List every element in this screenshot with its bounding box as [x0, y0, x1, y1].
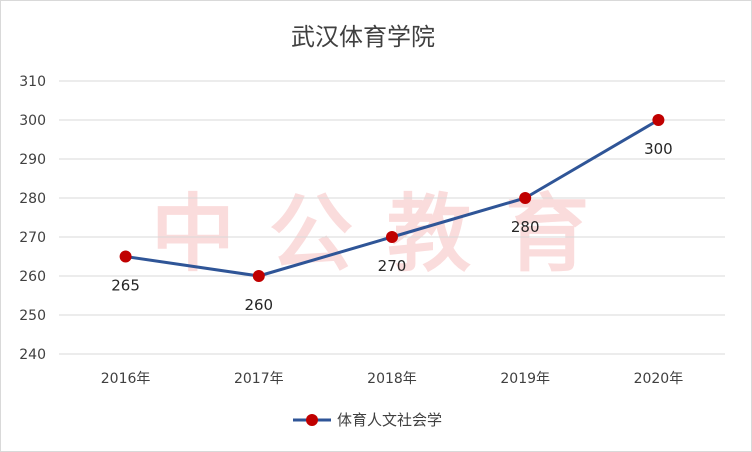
series-group: 265 260 270 280 300: [111, 114, 673, 314]
grid-lines: [59, 80, 725, 355]
data-point: [119, 250, 132, 263]
legend-marker-swatch: [306, 414, 318, 426]
y-tick-label: 260: [19, 269, 46, 285]
y-tick-label: 300: [19, 113, 46, 129]
data-point: [252, 270, 265, 282]
x-tick-label: 2018年: [367, 371, 417, 387]
y-tick-label: 280: [19, 191, 46, 207]
y-tick-label: 270: [19, 230, 46, 246]
data-point: [652, 114, 665, 126]
y-tick-label: 310: [19, 74, 46, 90]
data-point: [386, 231, 398, 243]
x-tick-label: 2020年: [634, 371, 684, 387]
x-tick-label: 2017年: [234, 371, 284, 387]
x-axis-ticks: 2016年 2017年 2018年 2019年 2020年: [101, 371, 683, 387]
data-label: 260: [244, 296, 273, 314]
y-axis-ticks: 240 250 260 270 280 290 300 310: [19, 74, 46, 363]
legend-label: 体育人文社会学: [337, 411, 442, 429]
chart-title: 武汉体育学院: [291, 23, 435, 51]
data-point: [519, 192, 532, 204]
data-label: 265: [111, 277, 140, 295]
x-tick-label: 2016年: [101, 371, 151, 387]
data-label: 300: [644, 140, 673, 158]
legend: 体育人文社会学: [293, 411, 442, 429]
x-tick-label: 2019年: [500, 371, 550, 387]
y-tick-label: 290: [19, 152, 46, 168]
y-tick-label: 250: [19, 308, 46, 324]
data-label: 270: [378, 257, 407, 275]
data-label: 280: [511, 218, 540, 236]
y-tick-label: 240: [19, 347, 46, 363]
